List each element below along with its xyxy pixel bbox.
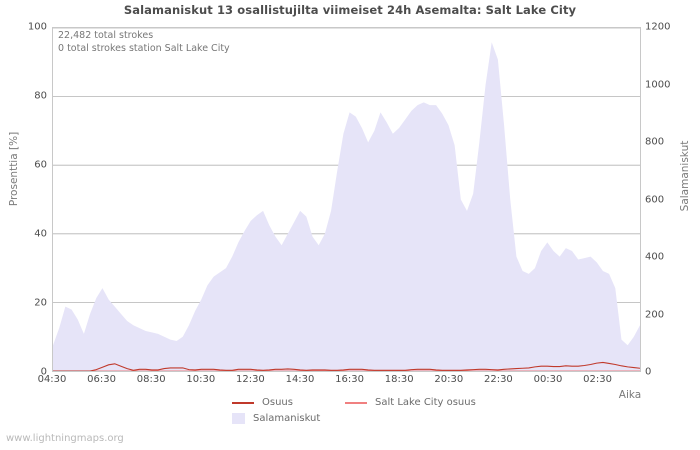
legend-item-salt-lake-city-osuus[interactable]: Salt Lake City osuus xyxy=(345,397,476,408)
x-axis-ticks: 04:30 06:30 08:30 10:30 12:30 14:30 16:30 18:30… xyxy=(0,374,700,390)
legend-label-salamaniskut: Salamaniskut xyxy=(253,413,321,424)
y-axis-left-label: Prosenttia [%] xyxy=(8,131,20,207)
y-tick-label-left: 0 xyxy=(40,366,47,378)
legend-label-salt-lake-city-osuus: Salt Lake City osuus xyxy=(375,397,476,408)
plot-area xyxy=(52,27,641,372)
footer-url: www.lightningmaps.org xyxy=(6,433,124,444)
y-axis-left-ticks: 0 20 40 60 80 100 xyxy=(0,0,47,450)
x-tick-label: 00:30 xyxy=(533,374,563,385)
y-tick-label-left: 100 xyxy=(27,21,47,33)
y-tick-label-right: 200 xyxy=(645,309,665,320)
y-tick-label-left: 40 xyxy=(34,228,47,240)
plot-canvas xyxy=(53,28,640,371)
legend-line-swatch-osuus xyxy=(232,401,254,404)
y-tick-label-left: 20 xyxy=(34,297,47,309)
x-tick-label: 14:30 xyxy=(285,374,315,385)
series-area-salamaniskut xyxy=(53,42,640,371)
x-tick-label: 12:30 xyxy=(235,374,265,385)
y-tick-label-right: 1200 xyxy=(645,21,671,33)
x-tick-label: 08:30 xyxy=(136,374,166,385)
x-tick-label: 06:30 xyxy=(87,374,117,385)
x-tick-label: 04:30 xyxy=(37,374,67,385)
y-axis-right-label: Salamaniskut xyxy=(679,140,691,212)
legend-item-salamaniskut[interactable]: Salamaniskut xyxy=(232,413,320,424)
y-tick-label-left: 60 xyxy=(34,159,47,171)
chart-title: Salamaniskut 13 osallistujilta viimeiset… xyxy=(123,3,577,17)
legend-line-swatch-salt-lake-city xyxy=(345,401,367,404)
y-tick-label-right: 0 xyxy=(645,366,652,378)
x-axis-label: Aika xyxy=(618,389,642,401)
y-tick-label-left: 80 xyxy=(34,90,47,102)
y-axis-right-ticks: 0 200 400 600 800 1000 1200 xyxy=(645,0,690,450)
x-tick-label: 02:30 xyxy=(583,374,613,385)
x-tick-label: 20:30 xyxy=(434,374,464,385)
legend-label-osuus: Osuus xyxy=(262,397,293,408)
y-tick-label-right: 400 xyxy=(645,251,665,263)
x-tick-label: 22:30 xyxy=(483,374,513,385)
series-line-osuus xyxy=(53,361,640,371)
chart-legend: Osuus Salt Lake City osuus Salamaniskut xyxy=(0,396,700,430)
y-tick-label-right: 800 xyxy=(645,136,665,148)
x-tick-label: 18:30 xyxy=(384,374,414,385)
y-tick-label-right: 600 xyxy=(645,194,665,205)
legend-box-swatch-salamaniskut xyxy=(232,413,245,424)
x-tick-label: 10:30 xyxy=(186,374,216,385)
legend-item-osuus[interactable]: Osuus xyxy=(232,397,293,408)
y-tick-label-right: 1000 xyxy=(645,79,671,90)
x-tick-label: 16:30 xyxy=(335,374,365,385)
